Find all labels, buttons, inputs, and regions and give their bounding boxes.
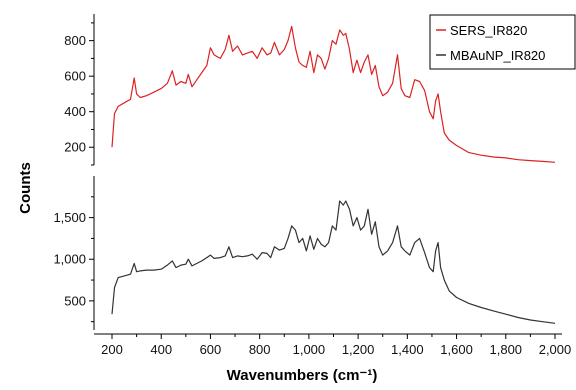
x-tick-label: 1,400 — [391, 342, 424, 357]
legend-label-mbaunp: MBAuNP_IR820 — [450, 48, 545, 63]
series-line-mbaunp-ir820 — [111, 200, 556, 324]
y-tick-label: 400 — [64, 104, 86, 119]
x-tick-label: 200 — [101, 342, 123, 357]
y-axis-title: Counts — [17, 162, 34, 214]
x-axis-title: Wavenumbers (cm⁻¹) — [227, 367, 378, 384]
series-line-sers-ir820 — [111, 25, 556, 163]
y-tick-label: 1,500 — [53, 210, 86, 225]
y-tick-label: 600 — [64, 69, 86, 84]
legend-label-sers: SERS_IR820 — [450, 23, 527, 38]
x-tick-label: 2,000 — [539, 342, 572, 357]
x-tick-label: 1,200 — [342, 342, 375, 357]
legend: SERS_IR820 MBAuNP_IR820 — [429, 14, 576, 70]
y-tick-label: 200 — [64, 140, 86, 155]
x-tick-label: 1,600 — [440, 342, 473, 357]
y-tick-label: 500 — [64, 293, 86, 308]
x-tick-label: 1,800 — [490, 342, 523, 357]
x-tick-label: 800 — [249, 342, 271, 357]
x-tick-label: 1,000 — [293, 342, 326, 357]
x-tick-label: 600 — [200, 342, 222, 357]
y-tick-label: 800 — [64, 33, 86, 48]
y-tick-label: 1,000 — [53, 252, 86, 267]
legend-box — [429, 14, 576, 70]
series-layer — [111, 25, 556, 324]
x-tick-label: 400 — [150, 342, 172, 357]
axes-layer: 200 400 600 800 1,000 1,200 1,400 1,600 1,800 2,0… — [53, 14, 571, 357]
